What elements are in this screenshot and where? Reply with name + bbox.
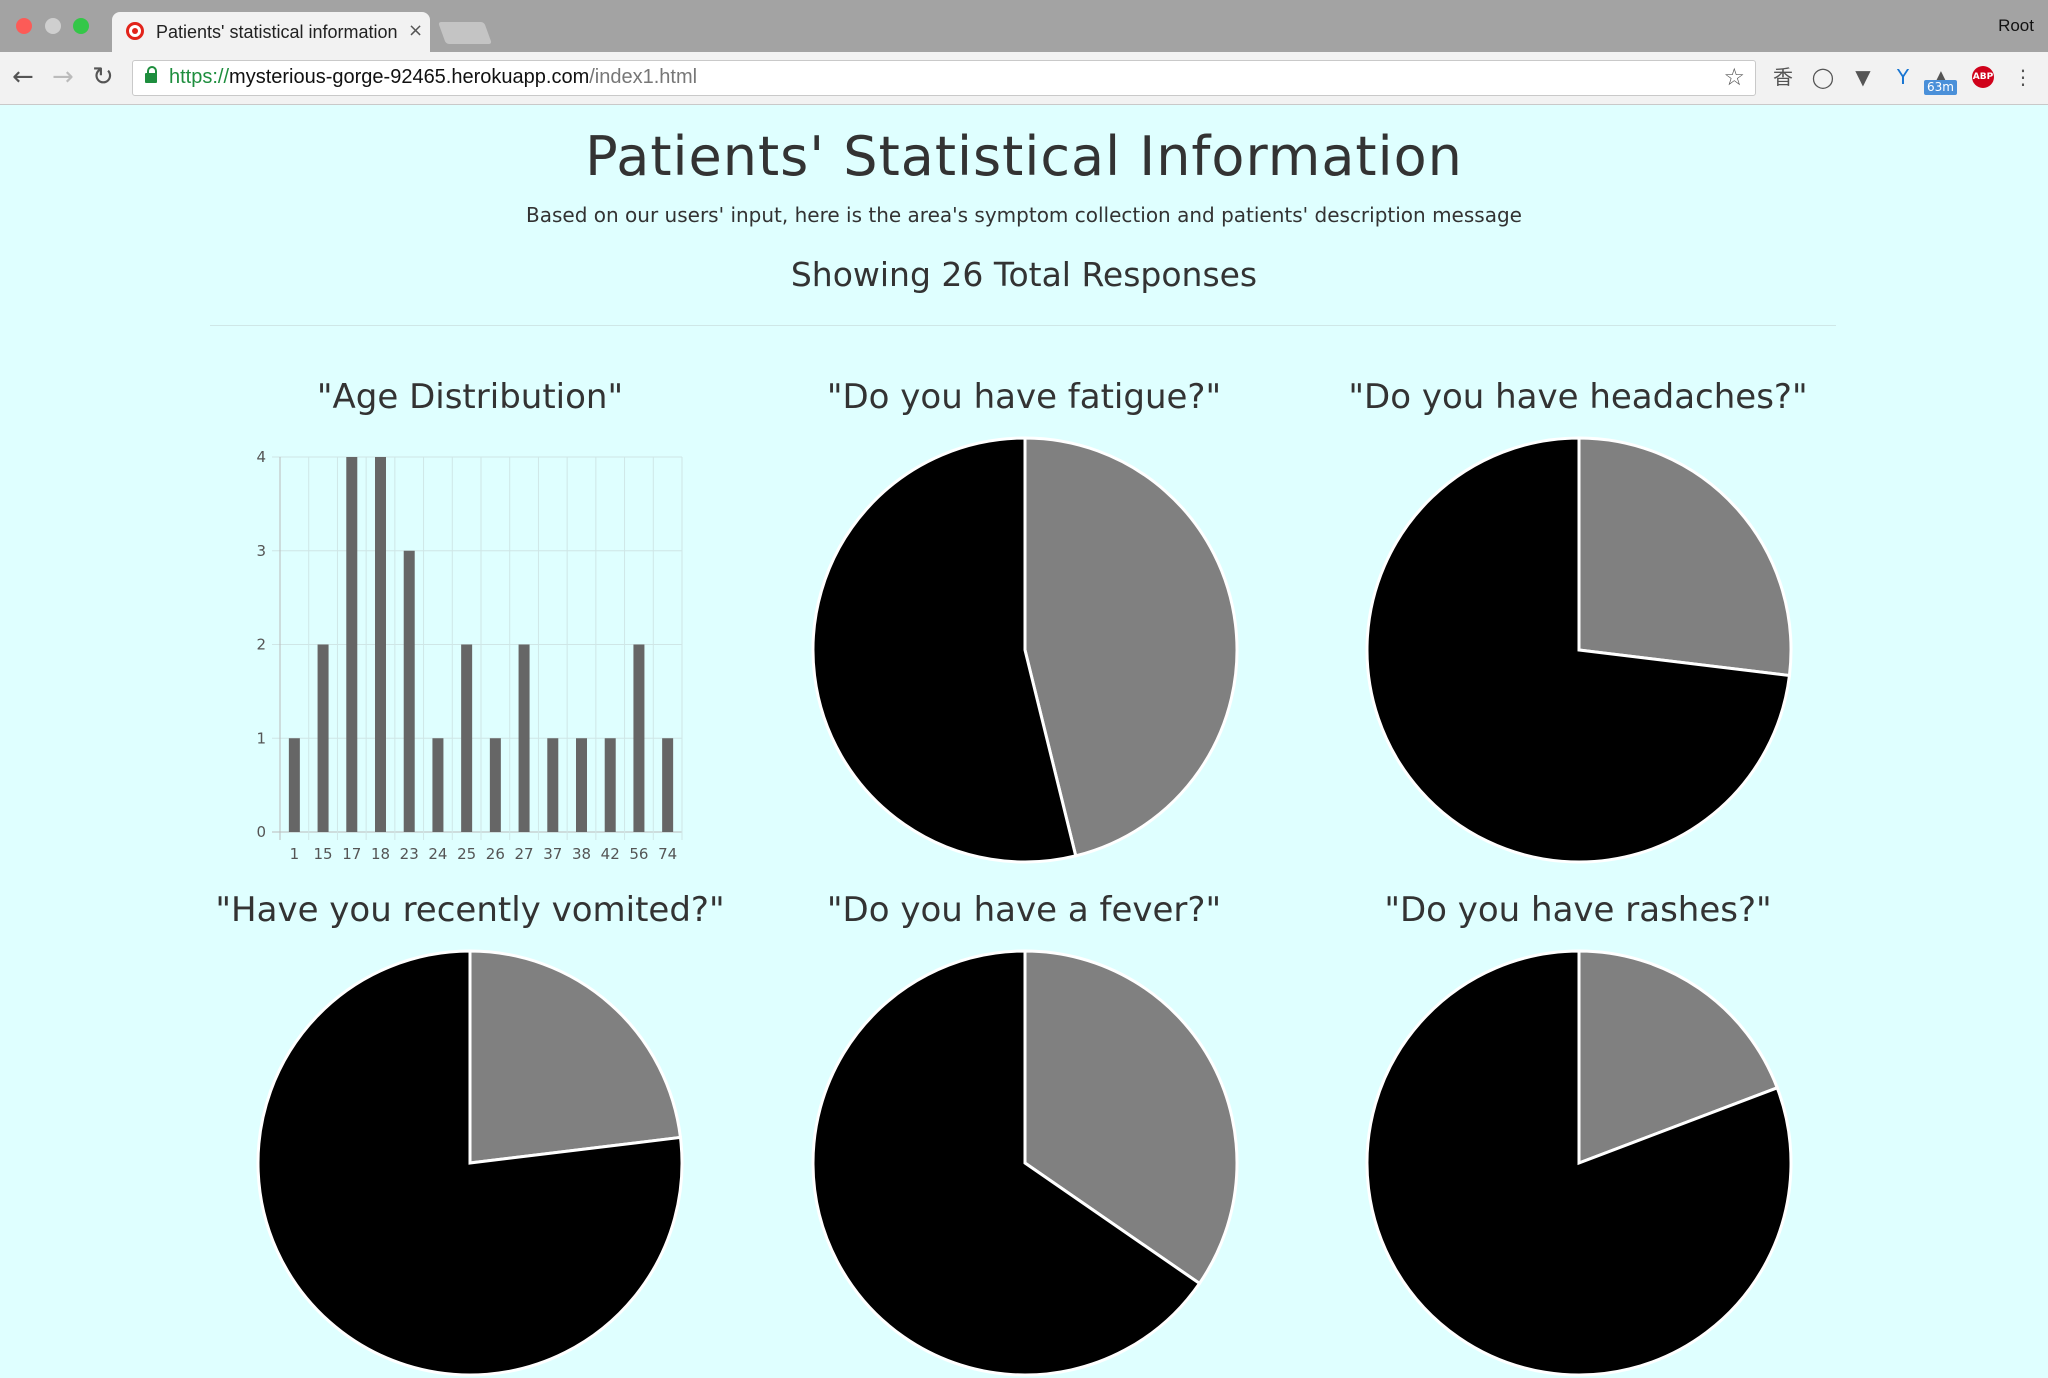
pie-slice[interactable] [1365, 436, 1792, 864]
close-window-button[interactable] [16, 18, 32, 34]
x-tick-label: 27 [515, 845, 534, 863]
x-tick-label: 23 [400, 845, 419, 863]
vomited-pie-chart [256, 949, 684, 1377]
pie-slice[interactable] [1023, 949, 1239, 1286]
url-text[interactable]: https://mysterious-gorge-92465.herokuapp… [169, 66, 697, 89]
x-tick-label: 37 [543, 845, 562, 863]
adblock-extension-icon[interactable]: ABP [1972, 66, 1994, 88]
y-tick-label: 4 [256, 448, 266, 466]
address-bar[interactable]: https://mysterious-gorge-92465.herokuapp… [132, 60, 1756, 96]
bar[interactable] [317, 644, 329, 833]
translate-extension-icon[interactable]: 香 [1773, 65, 1793, 89]
pie-slice[interactable] [468, 949, 683, 1165]
x-tick-label: 15 [314, 845, 333, 863]
y-extension-icon[interactable]: Y [1896, 65, 1910, 89]
bar[interactable] [403, 550, 415, 832]
tab-title: Patients' statistical information [156, 22, 398, 42]
page-subtitle: Based on our users' input, here is the a… [526, 203, 1522, 227]
pocket-extension-icon[interactable]: ▼ [1855, 65, 1871, 89]
forward-arrow-icon[interactable]: → [52, 62, 74, 92]
window-titlebar: Patients' statistical information × Root [0, 0, 2048, 52]
headaches-pie-chart [1365, 436, 1793, 864]
maximize-window-button[interactable] [73, 18, 89, 34]
rashes-pie-chart [1365, 949, 1793, 1377]
url-path: /index1.html [589, 66, 698, 88]
bar[interactable] [461, 644, 473, 833]
url-scheme: https:// [169, 66, 230, 88]
y-tick-label: 1 [256, 729, 266, 747]
bookmark-star-icon[interactable]: ☆ [1723, 63, 1745, 91]
bar[interactable] [375, 457, 386, 832]
x-tick-label: 25 [457, 845, 476, 863]
pie-slice[interactable] [1577, 436, 1793, 678]
bar[interactable] [604, 738, 616, 832]
bar[interactable] [518, 644, 530, 833]
rashes-chart-title: "Do you have rashes?" [1384, 890, 1772, 930]
bar[interactable] [576, 738, 587, 832]
tab-close-icon[interactable]: × [408, 20, 424, 41]
browser-tab[interactable]: Patients' statistical information × [112, 12, 430, 52]
bar[interactable] [346, 457, 358, 832]
x-tick-label: 42 [601, 845, 620, 863]
vomited-chart-title: "Have you recently vomited?" [215, 890, 725, 930]
x-tick-label: 18 [371, 845, 390, 863]
lock-icon [145, 66, 157, 83]
x-tick-label: 1 [290, 845, 300, 863]
fatigue-chart-title: "Do you have fatigue?" [826, 377, 1222, 417]
bar[interactable] [288, 738, 300, 832]
page-title: Patients' Statistical Information [585, 125, 1463, 188]
bar[interactable] [432, 738, 444, 832]
timer-badge: 63m [1924, 80, 1957, 95]
page-content: Patients' Statistical Information Based … [0, 105, 2048, 1377]
minimize-window-button[interactable] [45, 18, 61, 34]
fever-chart-title: "Do you have a fever?" [826, 890, 1222, 930]
pie-slice[interactable] [1023, 436, 1239, 858]
fatigue-pie-chart [811, 436, 1239, 864]
fever-pie-chart [811, 949, 1239, 1377]
pie-slice[interactable] [811, 436, 1078, 864]
menu-kebab-icon[interactable]: ⋮ [2013, 65, 2033, 89]
bar[interactable] [489, 738, 501, 832]
headaches-chart-title: "Do you have headaches?" [1348, 377, 1808, 417]
bar[interactable] [633, 644, 645, 833]
bar[interactable] [662, 738, 674, 832]
x-tick-label: 17 [342, 845, 361, 863]
x-tick-label: 26 [486, 845, 505, 863]
profile-name[interactable]: Root [1998, 16, 2034, 35]
y-tick-label: 2 [256, 636, 266, 654]
url-host: mysterious-gorge-92465.herokuapp.com [229, 66, 590, 88]
y-tick-label: 0 [256, 823, 266, 841]
response-count: Showing 26 Total Responses [790, 255, 1258, 294]
divider [210, 325, 1836, 326]
x-tick-label: 38 [572, 845, 591, 863]
new-tab-button[interactable] [437, 22, 493, 44]
x-tick-label: 24 [428, 845, 447, 863]
lightbulb-extension-icon[interactable]: ◯ [1811, 65, 1835, 89]
browser-toolbar: ← → ↻ https://mysterious-gorge-92465.her… [0, 52, 2048, 105]
x-tick-label: 74 [658, 845, 677, 863]
back-arrow-icon[interactable]: ← [12, 62, 34, 92]
bar[interactable] [547, 738, 559, 832]
x-tick-label: 56 [629, 845, 648, 863]
favicon-icon [126, 22, 144, 40]
age-chart-title: "Age Distribution" [316, 377, 624, 417]
pie-slice[interactable] [1577, 949, 1780, 1166]
reload-icon[interactable]: ↻ [92, 62, 114, 92]
y-tick-label: 3 [256, 542, 266, 560]
